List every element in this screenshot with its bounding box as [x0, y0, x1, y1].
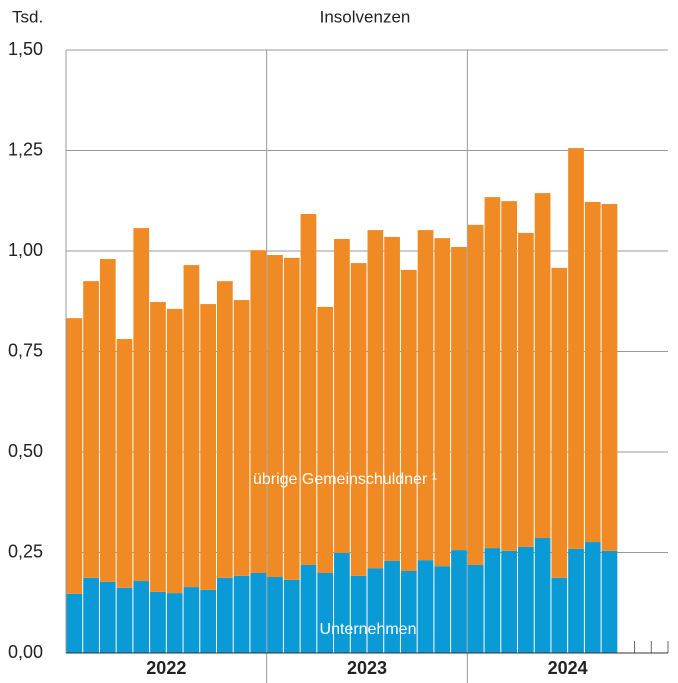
bar-segment: [267, 577, 283, 653]
bar-segment: [601, 550, 618, 653]
bar-segment: [116, 587, 133, 653]
bar-segment: [83, 577, 99, 653]
bar-segment: [334, 238, 350, 553]
bar-segment: [584, 201, 601, 543]
bar-segment: [317, 573, 334, 653]
bar-segment: [584, 542, 601, 653]
bar-segment: [267, 255, 283, 578]
bar-segment: [451, 246, 467, 551]
series-label: Unternehmen: [320, 621, 417, 638]
bar-segment: [283, 579, 300, 653]
bar-segment: [166, 593, 183, 653]
bar-segment: [66, 318, 83, 594]
bar-segment: [350, 575, 367, 653]
bar-segment: [183, 265, 200, 588]
chart-title: Insolvenzen: [320, 7, 411, 26]
y-tick-label: 1,25: [8, 139, 43, 159]
bar-segment: [334, 552, 350, 653]
bar-segment: [501, 201, 517, 551]
year: 2022: [146, 658, 186, 678]
y-tick-label: 0,75: [8, 340, 43, 360]
y-tick-label: 0,25: [8, 541, 43, 561]
year: 2023: [347, 658, 387, 678]
y-tick-label: 1,00: [8, 240, 43, 260]
bar-segment: [384, 560, 400, 653]
year: 2024: [548, 658, 588, 678]
y-tick-label: 0,00: [8, 642, 43, 662]
bar-segment: [133, 228, 150, 582]
bar-segment: [551, 267, 568, 578]
bar-segment: [300, 214, 317, 565]
bar-segment: [501, 550, 517, 653]
bar-segment: [384, 236, 400, 561]
bar-segment: [434, 566, 451, 653]
bar-segment: [451, 550, 467, 653]
bar-segment: [183, 587, 200, 653]
bar-segment: [250, 573, 267, 653]
bar-segment: [534, 538, 551, 653]
bar-segment: [400, 269, 417, 571]
bar-segment: [233, 575, 250, 653]
bar-segment: [250, 250, 267, 574]
bar-segment: [66, 593, 83, 653]
bar-segment: [317, 306, 334, 574]
bar-segment: [83, 281, 99, 578]
bar-segment: [484, 548, 501, 653]
bar-segment: [601, 203, 618, 551]
bar-segment: [551, 577, 568, 653]
bar-segment: [484, 197, 501, 549]
bar-segment: [467, 224, 484, 565]
bar-segment: [116, 339, 133, 588]
bar-segment: [300, 564, 317, 653]
bar-segment: [150, 591, 166, 653]
bar-segment: [233, 300, 250, 576]
bar-segment: [200, 589, 216, 653]
bar-segment: [367, 230, 384, 569]
bar-segment: [534, 193, 551, 539]
bar-segment: [518, 546, 534, 653]
y-tick-label: 0,50: [8, 441, 43, 461]
bar-segment: [166, 308, 183, 594]
bar-segment: [99, 581, 116, 653]
bar-segment: [467, 564, 484, 653]
y-axis-label: Tsd.: [12, 7, 43, 26]
series-label: übrige Gemeinschuldner ¹: [253, 471, 437, 488]
bar-segment: [367, 568, 384, 653]
y-tick-label: 1,50: [8, 39, 43, 59]
bar-segment: [417, 230, 434, 561]
bar-segment: [434, 238, 451, 567]
bar-segment: [568, 148, 584, 549]
bar-segment: [568, 548, 584, 653]
bar-segment: [133, 581, 150, 653]
bar-segment: [283, 257, 300, 580]
bar-segment: [150, 302, 166, 592]
bar-segment: [417, 560, 434, 653]
bar-segment: [350, 263, 367, 576]
bar-segment: [217, 577, 233, 653]
bar-segment: [217, 281, 233, 578]
bar-segment: [200, 304, 216, 590]
bar-segment: [518, 232, 534, 547]
bar-segment: [400, 570, 417, 653]
bar-segment: [99, 259, 116, 582]
